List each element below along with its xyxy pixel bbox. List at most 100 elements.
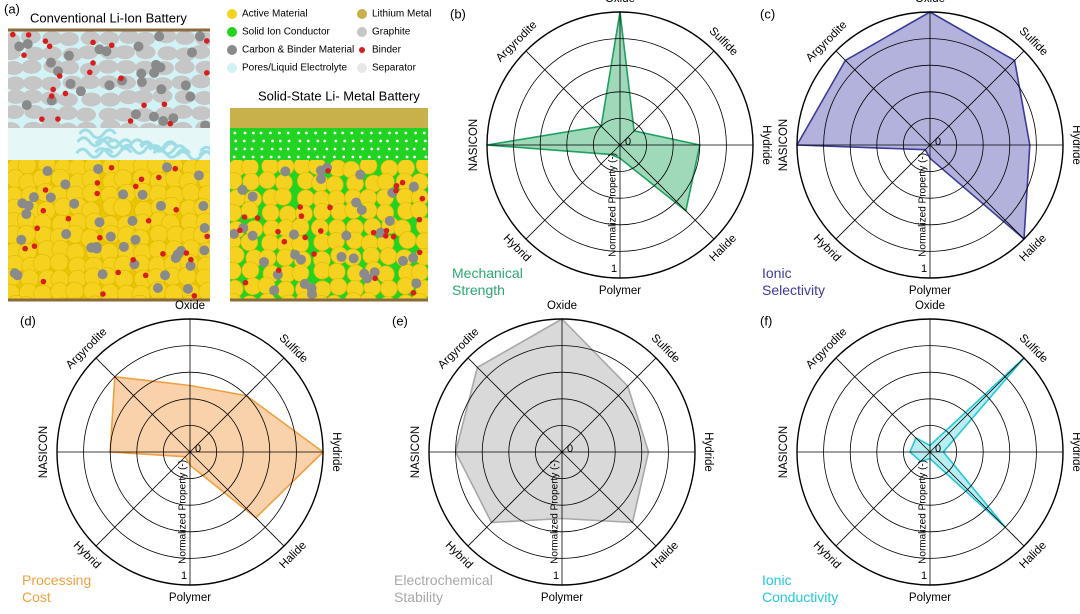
electrolyte-pore: [322, 155, 326, 159]
carbon-particle: [148, 111, 159, 122]
graphite-particle: [8, 104, 25, 119]
axis-spoke: [525, 144, 621, 240]
binder-particle: [21, 52, 27, 58]
graphite-particle: [172, 121, 193, 128]
graphite-particle: [194, 90, 210, 105]
binder-particle: [318, 228, 324, 234]
graphite-particle: [57, 105, 78, 120]
electrolyte-layer: [232, 131, 428, 159]
binder-particle: [90, 60, 96, 66]
electrolyte-pore: [342, 147, 346, 151]
graphite-particle: [172, 104, 193, 119]
binder-particle: [31, 243, 38, 249]
axis-spoke: [619, 50, 715, 146]
carbon-particle: [182, 283, 193, 294]
electrolyte-pore: [352, 147, 355, 151]
electrolyte-pore: [242, 139, 246, 143]
binder-particle: [141, 102, 147, 109]
electrolyte-pore: [386, 139, 389, 143]
active-particle: [410, 201, 428, 220]
electrolyte-pore: [405, 147, 409, 151]
carbon-particle: [75, 86, 86, 97]
electrolyte-pore: [379, 139, 383, 143]
binder-particle: [130, 257, 136, 263]
binder-particle: [160, 251, 166, 257]
electrolyte-pore: [333, 131, 337, 135]
radial-tick-label: 1: [921, 570, 927, 582]
axis-label: NASICON: [38, 426, 50, 478]
active-particle: [241, 261, 260, 280]
binder-particle: [55, 116, 61, 122]
electrolyte-pore: [306, 139, 310, 143]
binder-particle: [108, 164, 115, 171]
chart-title: Electrochemical Stability: [394, 572, 493, 605]
graphite-particle: [22, 76, 43, 91]
axis-spoke: [467, 451, 563, 547]
active-particle: [397, 294, 414, 300]
graphite-particle: [80, 75, 101, 90]
carbon-particle: [247, 230, 258, 241]
binder-particle: [372, 275, 378, 282]
legend-label: Solid Ion Conductor: [242, 27, 331, 38]
graphite-particle: [191, 106, 210, 121]
binder-particle: [65, 215, 72, 222]
graphite-particle: [175, 30, 196, 45]
panel-label: (c): [760, 6, 775, 21]
binder-particle: [390, 233, 397, 240]
carbon-particle: [280, 166, 291, 177]
binder-particle: [275, 228, 281, 235]
axis-label: Polymer: [909, 592, 951, 604]
composite-layer: [230, 160, 428, 300]
binder-particle: [90, 39, 96, 46]
carbon-particle: [348, 253, 359, 264]
axis-spoke: [619, 144, 715, 240]
electrolyte-pore: [385, 155, 389, 159]
binder-particle: [34, 225, 41, 232]
electrolyte-pore: [404, 139, 408, 143]
axis-spoke: [929, 357, 1025, 453]
carbon-particle: [118, 189, 129, 200]
binder-particle: [156, 174, 162, 181]
electrolyte-pore: [396, 139, 399, 143]
carbon-particle: [198, 201, 209, 212]
active-particle: [379, 247, 398, 266]
binder-particle: [40, 207, 47, 214]
graphite-particle: [76, 107, 97, 122]
binder-particle: [370, 229, 377, 236]
carbon-particle: [362, 273, 373, 284]
carbon-particle: [156, 84, 167, 95]
carbon-particle: [46, 95, 57, 106]
binder-particle: [204, 70, 210, 76]
graphite-particle: [116, 60, 137, 75]
binder-particle: [203, 38, 210, 44]
carbon-particle: [22, 38, 33, 49]
carbon-particle: [315, 165, 326, 176]
electrolyte-pore: [314, 131, 318, 135]
legend-swatch: [359, 47, 365, 53]
electrolyte-pore: [260, 155, 264, 159]
electrolyte-pore: [377, 155, 381, 159]
graphite-particle: [98, 107, 119, 122]
carbon-particle: [199, 245, 210, 256]
carbon-particle: [355, 169, 366, 180]
active-particle: [198, 282, 210, 300]
binder-particle: [311, 251, 317, 257]
axis-spoke: [95, 357, 191, 453]
carbon-particle: [21, 100, 32, 111]
electrolyte-pore: [395, 147, 399, 151]
binder-particle: [399, 179, 406, 186]
legend-swatch: [357, 9, 367, 19]
graphite-particle: [98, 59, 119, 74]
electrolyte-pore: [422, 147, 426, 151]
electrolyte-pore: [260, 147, 264, 151]
axis-spoke: [561, 357, 657, 453]
binder-particle: [416, 216, 423, 223]
graphite-particle: [22, 89, 43, 104]
electrolyte-pore: [307, 155, 310, 159]
binder-particle: [96, 234, 103, 241]
electrolyte-pore: [325, 147, 329, 151]
electrolyte-pore: [360, 139, 364, 143]
electrolyte-pore: [351, 155, 355, 159]
axis-label: Polymer: [169, 592, 211, 604]
carbon-particle: [155, 62, 166, 73]
